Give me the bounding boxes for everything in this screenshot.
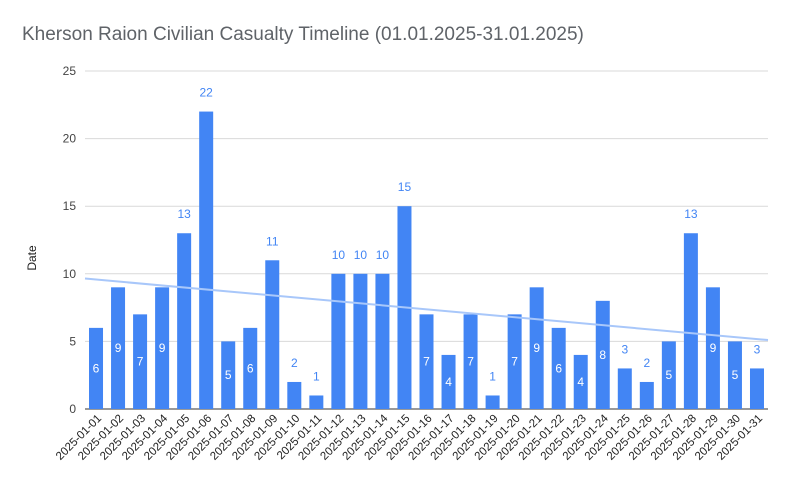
data-label: 13 [684, 207, 698, 221]
chart-title: Kherson Raion Civilian Casualty Timeline… [22, 24, 584, 45]
data-label: 4 [445, 375, 452, 389]
data-label: 7 [423, 355, 430, 369]
y-tick-label: 20 [63, 132, 77, 146]
data-label: 8 [599, 348, 606, 362]
data-label: 9 [533, 341, 540, 355]
data-label: 6 [93, 361, 100, 375]
bar [375, 273, 390, 409]
data-label: 10 [354, 248, 368, 262]
data-label: 3 [754, 342, 761, 356]
data-label: 3 [621, 342, 628, 356]
data-label: 9 [159, 341, 166, 355]
bar [309, 395, 324, 409]
data-label: 2 [643, 356, 650, 370]
bar [507, 314, 522, 409]
bars [89, 111, 764, 409]
data-label: 13 [177, 207, 191, 221]
x-axis-ticks: 2025-01-012025-01-022025-01-032025-01-04… [54, 412, 765, 463]
bar [749, 368, 764, 409]
bar [727, 341, 742, 409]
data-label: 22 [199, 86, 213, 100]
y-tick-label: 5 [69, 334, 76, 348]
bar [89, 327, 104, 409]
y-axis-ticks: 0 5 10 15 20 25 [63, 64, 77, 416]
data-label: 10 [332, 248, 346, 262]
data-label: 2 [291, 356, 298, 370]
trendline-line [84, 277, 769, 342]
bar [111, 287, 126, 409]
bar [529, 287, 544, 409]
bar [463, 314, 478, 409]
bar [639, 381, 654, 409]
bar [705, 287, 720, 409]
bar [441, 354, 456, 409]
data-label: 5 [225, 368, 232, 382]
data-label: 6 [555, 361, 562, 375]
bar [353, 273, 368, 409]
y-tick-label: 0 [69, 402, 76, 416]
data-label: 15 [398, 180, 412, 194]
data-label: 1 [313, 369, 320, 383]
bar [155, 287, 170, 409]
bar [617, 368, 632, 409]
bar [551, 327, 566, 409]
data-label: 7 [511, 355, 518, 369]
y-tick-label: 10 [63, 267, 77, 281]
bar [485, 395, 500, 409]
value-labels: 6 9 7 9 13 22 5 6 11 2 1 10 10 10 15 7 4 7 1 7 9 6 4 8 3 2 5 13 9 5 3 [93, 86, 761, 389]
bar [243, 327, 258, 409]
bar [177, 233, 192, 409]
y-tick-label: 25 [63, 64, 77, 78]
bar [199, 111, 214, 409]
data-label: 7 [137, 355, 144, 369]
data-label: 10 [376, 248, 390, 262]
bar [595, 300, 610, 409]
y-axis-title: Date [25, 245, 39, 271]
data-label: 6 [247, 361, 254, 375]
data-label: 11 [266, 234, 279, 248]
data-label: 9 [115, 341, 122, 355]
bar [419, 314, 434, 409]
bar [287, 381, 302, 409]
trendline [84, 277, 769, 342]
bar [331, 273, 346, 409]
bar [573, 354, 588, 409]
data-label: 4 [577, 375, 584, 389]
y-tick-label: 15 [63, 199, 77, 213]
bar [221, 341, 236, 409]
data-label: 7 [467, 355, 474, 369]
data-label: 5 [732, 368, 739, 382]
bar [133, 314, 148, 409]
data-label: 1 [489, 369, 496, 383]
data-label: 5 [666, 368, 673, 382]
bar [683, 233, 698, 409]
bar [265, 260, 280, 409]
data-label: 9 [710, 341, 717, 355]
bar [661, 341, 676, 409]
